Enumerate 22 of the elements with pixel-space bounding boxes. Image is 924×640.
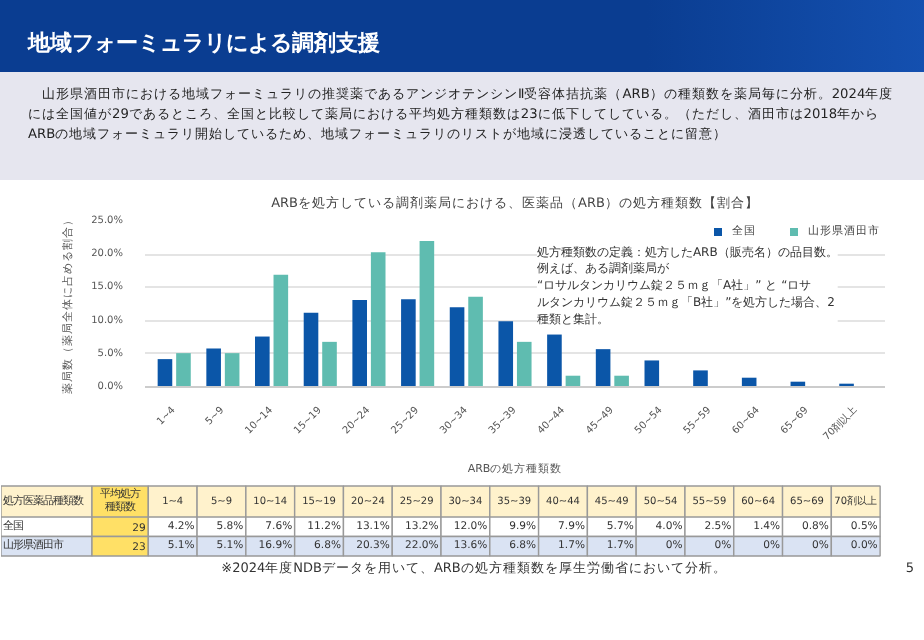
bar — [273, 274, 289, 387]
bar — [498, 321, 514, 387]
bar — [255, 336, 270, 387]
bar — [644, 360, 660, 387]
bar — [449, 307, 465, 387]
bar — [693, 370, 708, 387]
bar — [352, 300, 367, 387]
text: 地域フォーミュラリによる調剤支援 — [28, 28, 380, 60]
bar — [419, 240, 435, 387]
bar — [206, 348, 221, 387]
bar — [516, 341, 532, 387]
bar — [547, 334, 562, 387]
bar — [176, 353, 191, 387]
bar — [322, 341, 337, 387]
bar — [303, 312, 319, 387]
bar — [157, 359, 173, 387]
bar — [595, 349, 611, 387]
bar — [401, 299, 416, 387]
bar — [370, 252, 386, 387]
bar — [614, 375, 629, 387]
bar — [468, 296, 483, 387]
bar — [224, 353, 240, 387]
